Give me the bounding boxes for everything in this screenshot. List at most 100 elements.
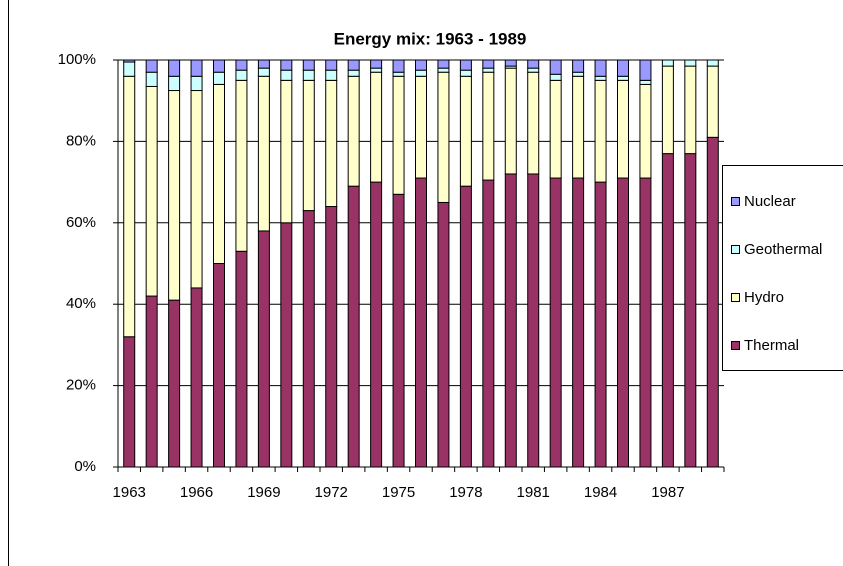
bar-segment xyxy=(235,79,248,252)
bar-segment xyxy=(415,69,427,77)
bar-segment xyxy=(437,67,450,73)
bar-segment xyxy=(302,69,315,81)
bar-segment xyxy=(213,59,225,73)
y-tick-label: 60% xyxy=(66,214,96,231)
y-tick-label: 20% xyxy=(66,377,96,394)
bar-segment xyxy=(190,75,203,92)
bar-segment xyxy=(572,71,585,77)
bar-segment xyxy=(549,73,562,81)
bar-segment xyxy=(190,287,203,468)
x-tick-label: 1969 xyxy=(247,484,280,501)
bar-segment xyxy=(347,59,360,71)
bar-segment xyxy=(617,59,629,77)
bar-segment xyxy=(504,67,517,175)
bar-segment xyxy=(302,210,315,468)
bar-segment xyxy=(594,79,607,183)
bar-segment xyxy=(370,71,383,183)
bar-segment xyxy=(661,59,674,67)
bar-segment xyxy=(257,230,270,468)
bar-segment xyxy=(684,153,697,468)
x-tick-label: 1963 xyxy=(113,484,146,501)
bar-segment xyxy=(549,59,562,75)
bar-segment xyxy=(280,79,293,224)
bar-segment xyxy=(168,75,181,92)
bar-segment xyxy=(123,75,136,338)
bar-segment xyxy=(415,75,427,179)
bar-segment xyxy=(370,181,383,468)
bar-segment xyxy=(527,71,540,175)
y-tick-label: 40% xyxy=(66,295,96,312)
x-tick-label: 1987 xyxy=(651,484,684,501)
bar-segment xyxy=(325,79,338,208)
legend-swatch xyxy=(731,197,740,206)
bar-segment xyxy=(370,59,383,69)
bar-segment xyxy=(706,59,719,67)
legend-label: Geothermal xyxy=(744,241,822,258)
bar-segment xyxy=(549,177,562,468)
y-tick-label: 80% xyxy=(66,132,96,149)
bar-segment xyxy=(437,201,450,468)
bar-segment xyxy=(123,336,136,468)
bar-segment xyxy=(190,90,203,289)
legend-label: Thermal xyxy=(744,337,799,354)
bar-segment xyxy=(706,65,719,138)
bar-segment xyxy=(572,177,585,468)
bar-segment xyxy=(504,173,517,468)
bar-segment xyxy=(168,299,181,468)
bar-segment xyxy=(347,69,360,77)
bar-segment xyxy=(302,79,315,212)
bar-segment xyxy=(617,79,629,179)
bar-segment xyxy=(437,71,450,203)
bar-segment xyxy=(325,69,338,81)
bar-segment xyxy=(280,59,293,71)
bar-segment xyxy=(190,59,203,77)
bar-segment xyxy=(572,59,585,73)
bar-segment xyxy=(504,59,517,67)
bar-segment xyxy=(392,71,405,77)
bar-segment xyxy=(213,263,225,468)
bar-segment xyxy=(459,185,472,468)
legend-box xyxy=(722,165,843,371)
bar-segment xyxy=(594,75,607,81)
bar-segment xyxy=(257,59,270,69)
bar-segment xyxy=(302,59,315,71)
bar-segment xyxy=(392,75,405,195)
bar-segment xyxy=(661,65,674,155)
bar-segment xyxy=(617,75,629,81)
bar-segment xyxy=(594,181,607,468)
bar-segment xyxy=(684,65,697,155)
bar-segment xyxy=(325,59,338,71)
bar-segment xyxy=(392,59,405,73)
bar-segment xyxy=(370,67,383,73)
bar-segment xyxy=(684,59,697,67)
bar-segment xyxy=(482,59,495,69)
bar-segment xyxy=(280,222,293,468)
bar-segment xyxy=(213,71,225,85)
bar-segment xyxy=(347,75,360,187)
bar-segment xyxy=(527,59,540,69)
bar-segment xyxy=(145,71,158,87)
bar-segment xyxy=(459,69,472,77)
bar-segment xyxy=(123,59,136,63)
x-tick-label: 1978 xyxy=(449,484,482,501)
bar-segment xyxy=(123,61,136,77)
y-tick-label: 100% xyxy=(58,51,96,68)
legend-swatch xyxy=(731,245,740,254)
bar-segment xyxy=(706,136,719,468)
bar-segment xyxy=(145,59,158,73)
bar-segment xyxy=(235,59,248,71)
bar-segment xyxy=(594,59,607,77)
bar-segment xyxy=(145,85,158,297)
bar-segment xyxy=(235,250,248,468)
x-tick-label: 1975 xyxy=(382,484,415,501)
bar-segment xyxy=(145,295,158,468)
x-tick-label: 1981 xyxy=(517,484,550,501)
x-tick-label: 1966 xyxy=(180,484,213,501)
chart-title: Energy mix: 1963 - 1989 xyxy=(334,29,527,48)
bar-segment xyxy=(482,67,495,73)
bar-segment xyxy=(168,59,181,77)
legend-swatch xyxy=(731,293,740,302)
bar-segment xyxy=(235,69,248,81)
bar-segment xyxy=(482,71,495,181)
y-tick-label: 0% xyxy=(74,458,96,475)
